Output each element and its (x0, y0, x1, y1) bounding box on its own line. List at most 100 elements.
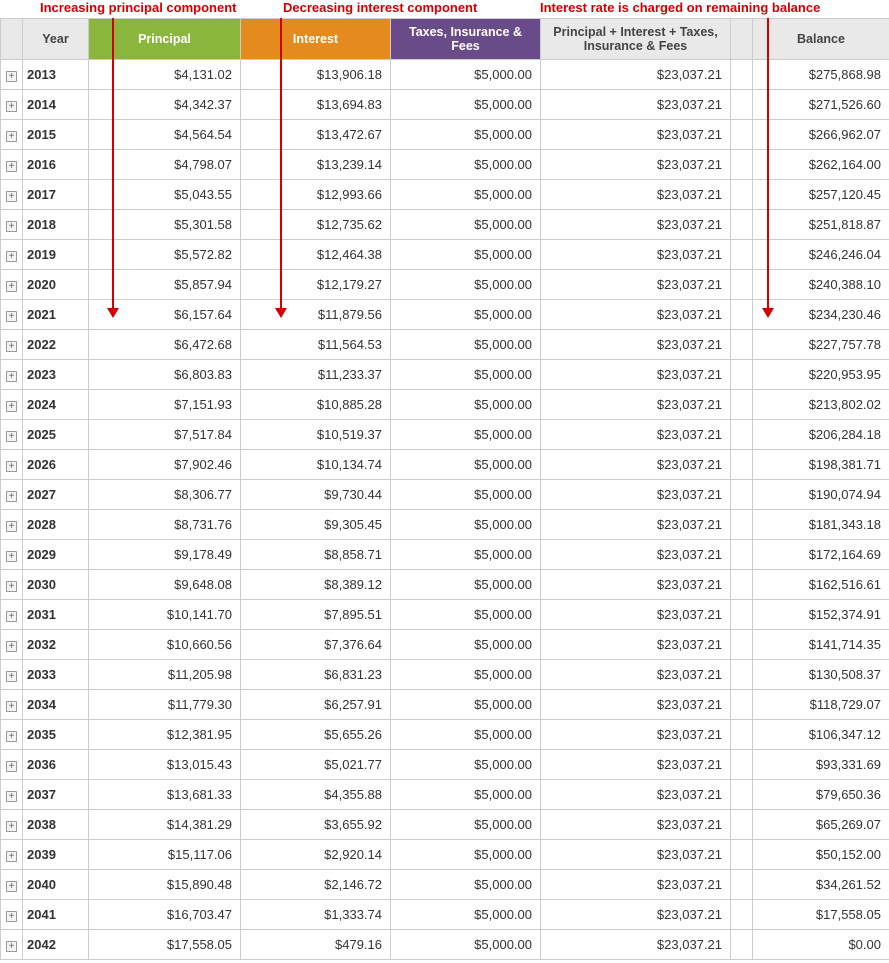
cell-year: 2036 (23, 750, 89, 780)
table-row: +2028$8,731.76$9,305.45$5,000.00$23,037.… (1, 510, 889, 540)
expand-button[interactable]: + (1, 570, 23, 600)
expand-button[interactable]: + (1, 120, 23, 150)
cell-taxes: $5,000.00 (391, 930, 541, 960)
expand-button[interactable]: + (1, 840, 23, 870)
expand-button[interactable]: + (1, 660, 23, 690)
expand-button[interactable]: + (1, 540, 23, 570)
expand-button[interactable]: + (1, 690, 23, 720)
cell-principal: $12,381.95 (89, 720, 241, 750)
cell-year: 2038 (23, 810, 89, 840)
cell-total: $23,037.21 (541, 120, 731, 150)
cell-gap (731, 330, 753, 360)
expand-button[interactable]: + (1, 360, 23, 390)
expand-button[interactable]: + (1, 210, 23, 240)
header-total: Principal + Interest + Taxes, Insurance … (541, 19, 731, 60)
expand-button[interactable]: + (1, 900, 23, 930)
expand-button[interactable]: + (1, 270, 23, 300)
plus-icon: + (6, 281, 17, 292)
cell-principal: $11,779.30 (89, 690, 241, 720)
expand-button[interactable]: + (1, 90, 23, 120)
expand-button[interactable]: + (1, 450, 23, 480)
cell-taxes: $5,000.00 (391, 540, 541, 570)
cell-principal: $10,141.70 (89, 600, 241, 630)
expand-button[interactable]: + (1, 300, 23, 330)
cell-total: $23,037.21 (541, 270, 731, 300)
cell-interest: $5,021.77 (241, 750, 391, 780)
cell-gap (731, 90, 753, 120)
cell-gap (731, 270, 753, 300)
annotation-principal: Increasing principal component (40, 0, 236, 15)
cell-balance: $227,757.78 (753, 330, 889, 360)
cell-taxes: $5,000.00 (391, 390, 541, 420)
cell-gap (731, 540, 753, 570)
table-row: +2024$7,151.93$10,885.28$5,000.00$23,037… (1, 390, 889, 420)
expand-button[interactable]: + (1, 150, 23, 180)
table-row: +2029$9,178.49$8,858.71$5,000.00$23,037.… (1, 540, 889, 570)
cell-principal: $13,015.43 (89, 750, 241, 780)
header-interest: Interest (241, 19, 391, 60)
cell-balance: $130,508.37 (753, 660, 889, 690)
table-header-row: Year Principal Interest Taxes, Insurance… (1, 19, 889, 60)
cell-year: 2017 (23, 180, 89, 210)
expand-button[interactable]: + (1, 510, 23, 540)
table-row: +2039$15,117.06$2,920.14$5,000.00$23,037… (1, 840, 889, 870)
cell-taxes: $5,000.00 (391, 480, 541, 510)
cell-taxes: $5,000.00 (391, 300, 541, 330)
expand-button[interactable]: + (1, 930, 23, 960)
expand-button[interactable]: + (1, 870, 23, 900)
table-row: +2025$7,517.84$10,519.37$5,000.00$23,037… (1, 420, 889, 450)
expand-button[interactable]: + (1, 720, 23, 750)
table-row: +2015$4,564.54$13,472.67$5,000.00$23,037… (1, 120, 889, 150)
cell-principal: $7,517.84 (89, 420, 241, 450)
cell-gap (731, 210, 753, 240)
cell-gap (731, 360, 753, 390)
annotation-interest: Decreasing interest component (283, 0, 477, 15)
cell-interest: $2,920.14 (241, 840, 391, 870)
expand-button[interactable]: + (1, 240, 23, 270)
cell-total: $23,037.21 (541, 840, 731, 870)
cell-taxes: $5,000.00 (391, 750, 541, 780)
cell-principal: $8,731.76 (89, 510, 241, 540)
expand-button[interactable]: + (1, 390, 23, 420)
cell-interest: $12,735.62 (241, 210, 391, 240)
cell-interest: $12,993.66 (241, 180, 391, 210)
cell-year: 2042 (23, 930, 89, 960)
expand-button[interactable]: + (1, 60, 23, 90)
cell-balance: $275,868.98 (753, 60, 889, 90)
expand-button[interactable]: + (1, 420, 23, 450)
expand-button[interactable]: + (1, 810, 23, 840)
expand-button[interactable]: + (1, 630, 23, 660)
cell-interest: $479.16 (241, 930, 391, 960)
cell-taxes: $5,000.00 (391, 330, 541, 360)
cell-total: $23,037.21 (541, 750, 731, 780)
plus-icon: + (6, 431, 17, 442)
plus-icon: + (6, 761, 17, 772)
cell-interest: $10,885.28 (241, 390, 391, 420)
expand-button[interactable]: + (1, 180, 23, 210)
cell-taxes: $5,000.00 (391, 420, 541, 450)
cell-interest: $4,355.88 (241, 780, 391, 810)
cell-total: $23,037.21 (541, 810, 731, 840)
plus-icon: + (6, 791, 17, 802)
plus-icon: + (6, 551, 17, 562)
expand-button[interactable]: + (1, 480, 23, 510)
cell-gap (731, 870, 753, 900)
header-taxes: Taxes, Insurance & Fees (391, 19, 541, 60)
plus-icon: + (6, 731, 17, 742)
plus-icon: + (6, 311, 17, 322)
cell-interest: $1,333.74 (241, 900, 391, 930)
expand-button[interactable]: + (1, 330, 23, 360)
plus-icon: + (6, 821, 17, 832)
expand-button[interactable]: + (1, 750, 23, 780)
cell-taxes: $5,000.00 (391, 630, 541, 660)
cell-principal: $9,178.49 (89, 540, 241, 570)
expand-button[interactable]: + (1, 780, 23, 810)
cell-taxes: $5,000.00 (391, 570, 541, 600)
plus-icon: + (6, 671, 17, 682)
table-row: +2026$7,902.46$10,134.74$5,000.00$23,037… (1, 450, 889, 480)
cell-taxes: $5,000.00 (391, 360, 541, 390)
cell-total: $23,037.21 (541, 360, 731, 390)
plus-icon: + (6, 491, 17, 502)
expand-button[interactable]: + (1, 600, 23, 630)
cell-interest: $8,858.71 (241, 540, 391, 570)
